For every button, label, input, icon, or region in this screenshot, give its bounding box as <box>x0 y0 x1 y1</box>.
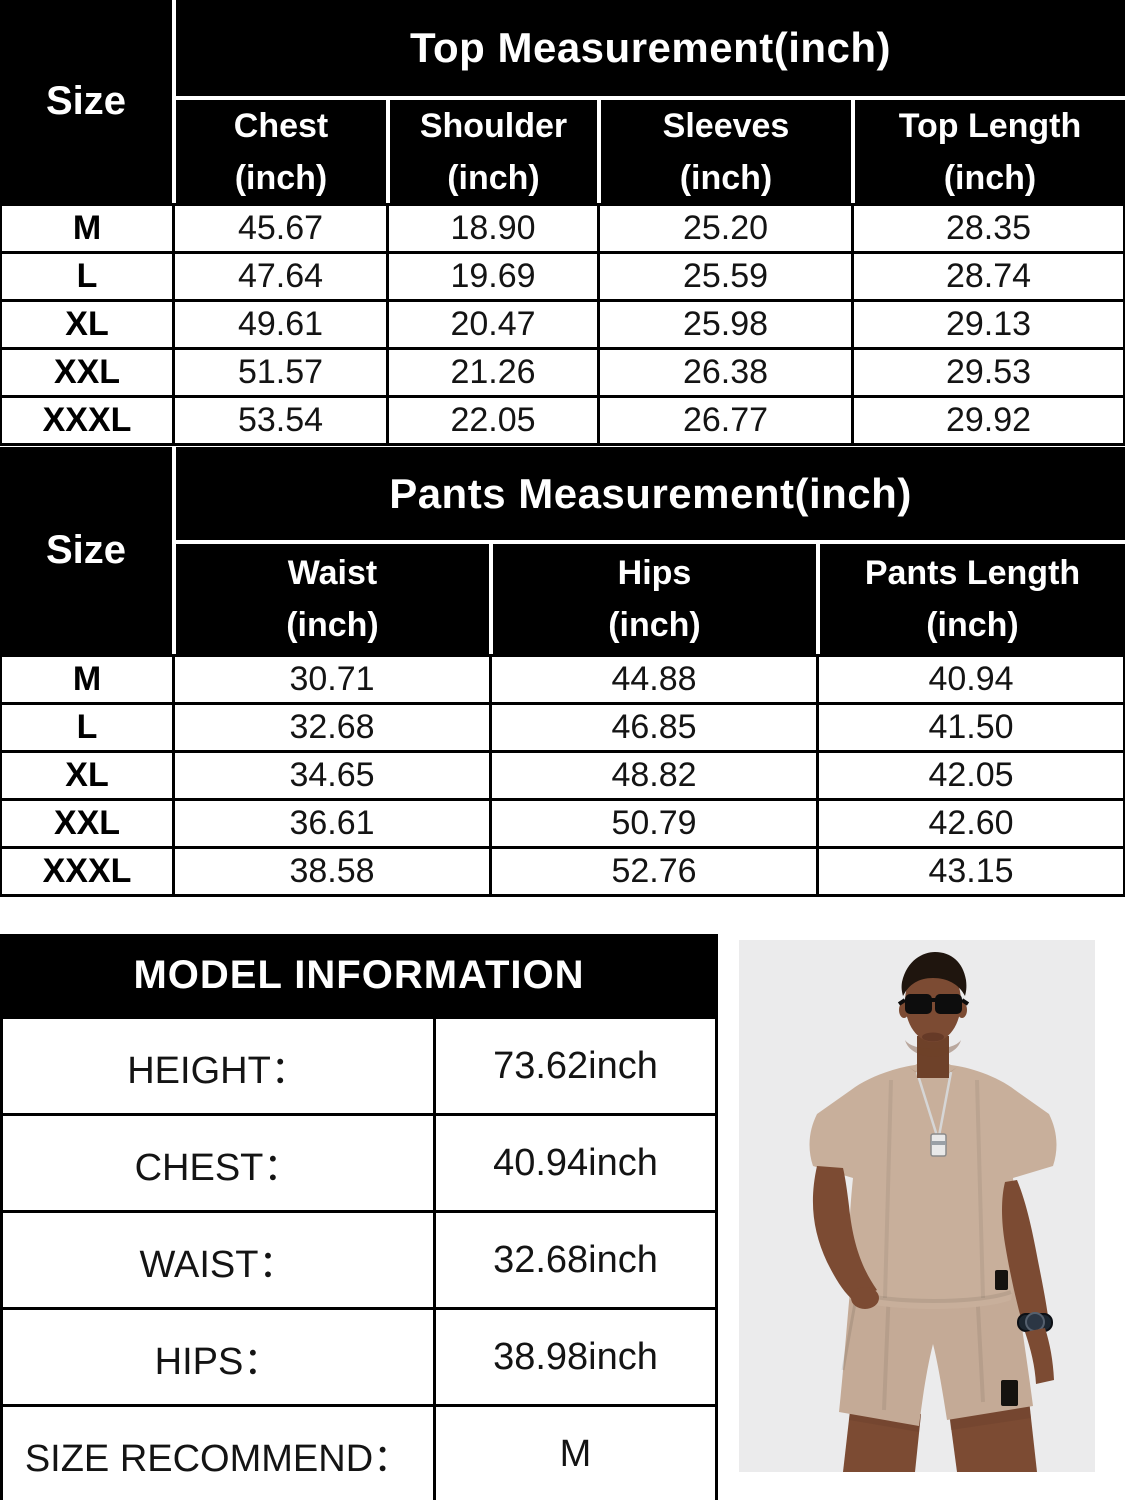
top-cell-sleeves: 26.77 <box>600 398 851 443</box>
pants-cell-hips: 46.85 <box>492 705 816 750</box>
top-col-header-chest: Chest (inch) <box>176 100 386 203</box>
model-information-body: HEIGHT： 73.62inch CHEST： 40.94inch WAIST… <box>0 1016 718 1500</box>
pants-col-header-pants-length: Pants Length (inch) <box>820 544 1125 654</box>
top-col-header-sleeves: Sleeves (inch) <box>601 100 851 203</box>
pants-table-body: M 30.71 44.88 40.94 L 32.68 46.85 41.50 … <box>0 654 1125 897</box>
top-cell-top-length: 28.35 <box>854 206 1123 251</box>
pants-cell-hips: 48.82 <box>492 753 816 798</box>
pants-cell-waist: 32.68 <box>175 705 489 750</box>
pants-cell-hips: 50.79 <box>492 801 816 846</box>
model-left-arm <box>812 1166 879 1309</box>
top-cell-chest: 45.67 <box>175 206 386 251</box>
pants-cell-waist: 38.58 <box>175 849 489 894</box>
pants-cell-pants-length: 40.94 <box>819 657 1123 702</box>
pants-row-size: XXL <box>2 801 172 846</box>
model-photo <box>739 940 1095 1472</box>
pants-cell-pants-length: 43.15 <box>819 849 1123 894</box>
top-cell-shoulder: 20.47 <box>389 302 597 347</box>
top-table-title: Top Measurement(inch) <box>176 0 1125 96</box>
model-hair <box>901 952 967 996</box>
model-info-label-height: HEIGHT： <box>3 1019 433 1113</box>
model-information-title: MODEL INFORMATION <box>0 934 718 1016</box>
top-cell-sleeves: 26.38 <box>600 350 851 395</box>
pants-row-size: XXXL <box>2 849 172 894</box>
model-info-label-waist: WAIST： <box>3 1213 433 1307</box>
top-col-header-top-length: Top Length (inch) <box>855 100 1125 203</box>
top-cell-top-length: 28.74 <box>854 254 1123 299</box>
top-col-header-shoulder: Shoulder (inch) <box>390 100 597 203</box>
model-info-value-chest: 40.94inch <box>436 1116 715 1210</box>
top-cell-sleeves: 25.20 <box>600 206 851 251</box>
pants-size-header: Size <box>0 447 172 654</box>
model-info-label-size-recommend: SIZE RECOMMEND： <box>3 1407 433 1500</box>
pants-row-size: L <box>2 705 172 750</box>
model-info-value-height: 73.62inch <box>436 1019 715 1113</box>
pants-cell-waist: 34.65 <box>175 753 489 798</box>
model-info-label-hips: HIPS： <box>3 1310 433 1404</box>
top-row-size: XXL <box>2 350 172 395</box>
model-information-table: MODEL INFORMATION HEIGHT： 73.62inch CHES… <box>0 934 718 1500</box>
top-cell-shoulder: 21.26 <box>389 350 597 395</box>
model-right-arm <box>1002 1180 1054 1384</box>
top-cell-chest: 53.54 <box>175 398 386 443</box>
top-table-body: M 45.67 18.90 25.20 28.35 L 47.64 19.69 … <box>0 203 1125 446</box>
top-row-size: L <box>2 254 172 299</box>
pants-cell-hips: 52.76 <box>492 849 816 894</box>
pants-measurement-table: Size Pants Measurement(inch) Waist (inch… <box>0 447 1125 897</box>
pants-row-size: XL <box>2 753 172 798</box>
pants-table-header: Size Pants Measurement(inch) Waist (inch… <box>0 447 1125 654</box>
top-cell-chest: 47.64 <box>175 254 386 299</box>
top-cell-shoulder: 19.69 <box>389 254 597 299</box>
model-watch <box>1017 1312 1053 1332</box>
model-photo-illustration <box>739 940 1095 1472</box>
model-sunglasses <box>897 994 970 1014</box>
pants-cell-pants-length: 42.60 <box>819 801 1123 846</box>
pants-col-header-waist: Waist (inch) <box>176 544 489 654</box>
model-info-value-size-recommend: M <box>436 1407 715 1500</box>
top-cell-top-length: 29.13 <box>854 302 1123 347</box>
top-size-header: Size <box>0 0 172 203</box>
top-row-size: XXXL <box>2 398 172 443</box>
top-cell-chest: 49.61 <box>175 302 386 347</box>
top-measurement-table: Size Top Measurement(inch) Chest (inch) … <box>0 0 1125 446</box>
top-table-header: Size Top Measurement(inch) Chest (inch) … <box>0 0 1125 203</box>
pants-table-title: Pants Measurement(inch) <box>176 447 1125 540</box>
top-row-size: XL <box>2 302 172 347</box>
top-cell-top-length: 29.92 <box>854 398 1123 443</box>
model-lips <box>922 1032 944 1042</box>
top-row-size: M <box>2 206 172 251</box>
pants-cell-hips: 44.88 <box>492 657 816 702</box>
model-necklace <box>915 1071 953 1137</box>
pants-col-header-hips: Hips (inch) <box>493 544 816 654</box>
pants-cell-pants-length: 41.50 <box>819 705 1123 750</box>
pants-row-size: M <box>2 657 172 702</box>
top-cell-sleeves: 25.59 <box>600 254 851 299</box>
model-info-value-hips: 38.98inch <box>436 1310 715 1404</box>
top-cell-top-length: 29.53 <box>854 350 1123 395</box>
model-head <box>897 952 970 1078</box>
top-cell-shoulder: 18.90 <box>389 206 597 251</box>
model-info-value-waist: 32.68inch <box>436 1213 715 1307</box>
model-tshirt <box>809 1060 1057 1309</box>
pants-cell-pants-length: 42.05 <box>819 753 1123 798</box>
pants-cell-waist: 36.61 <box>175 801 489 846</box>
top-cell-chest: 51.57 <box>175 350 386 395</box>
model-info-label-chest: CHEST： <box>3 1116 433 1210</box>
pants-cell-waist: 30.71 <box>175 657 489 702</box>
top-cell-shoulder: 22.05 <box>389 398 597 443</box>
model-shorts <box>839 1280 1033 1426</box>
top-cell-sleeves: 25.98 <box>600 302 851 347</box>
